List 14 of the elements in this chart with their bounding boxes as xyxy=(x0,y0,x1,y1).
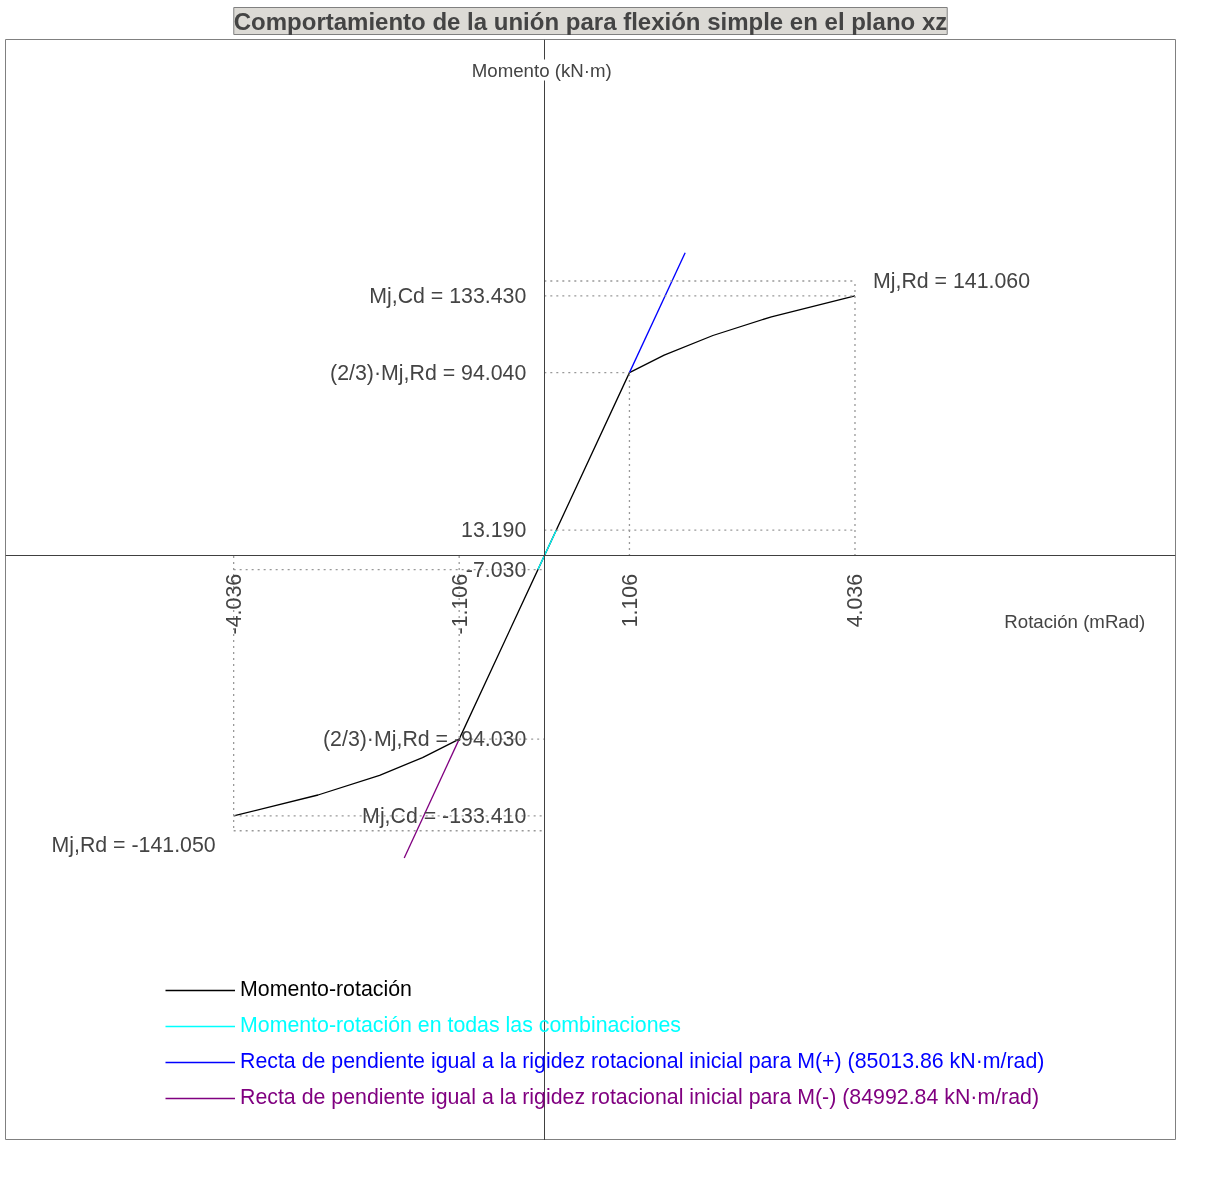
y-tick-label: (2/3)·Mj,Rd = 94.040 xyxy=(330,360,527,385)
chart-title: Comportamiento de la unión para flexión simple en el plano xz xyxy=(233,7,948,35)
y-tick-label: Mj,Cd = -133.410 xyxy=(362,803,527,828)
legend-label: Momento-rotación xyxy=(240,977,412,1002)
x-axis-title: Rotación (mRad) xyxy=(1004,610,1146,632)
x-tick-label: -1.106 xyxy=(447,573,472,635)
y-tick-label: Mj,Cd = 133.430 xyxy=(369,283,527,308)
x-tick-label: 1.106 xyxy=(617,573,642,628)
x-tick-label: 4.036 xyxy=(843,573,868,628)
annotation: Mj,Rd = 141.060 xyxy=(872,269,1031,294)
annotation: Mj,Rd = -141.050 xyxy=(51,832,216,857)
y-tick-label: 13.190 xyxy=(461,518,527,543)
x-tick-label: -4.036 xyxy=(222,573,247,635)
y-axis-title: Momento (kN·m) xyxy=(471,59,612,81)
